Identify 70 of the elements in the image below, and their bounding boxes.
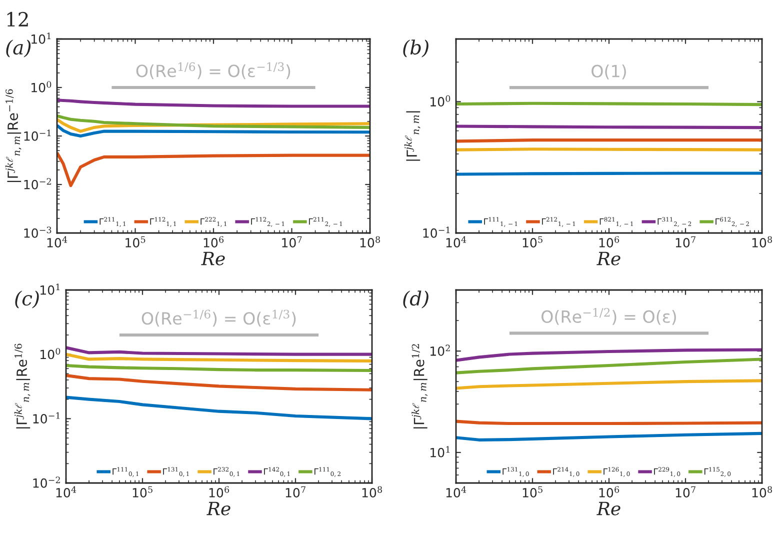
x-tick-label: 10$^{6}$ [204,236,224,248]
legend-label: Γ$^{211}$$_{1,1}$ [100,217,126,227]
y-tick-label: 10$^{2}$ [430,344,450,356]
y-axis-title: |Γ$^{jkℓ}$$_{n,m}$|Re$^{1/6}$ [14,344,30,428]
x-tick-label: 10$^{5}$ [126,236,146,248]
x-tick-label: 10$^{6}$ [599,236,620,248]
x-tick-label: 10$^{8}$ [360,236,380,248]
legend-label: Γ$^{142}$$_{0,1}$ [264,467,290,477]
x-tick-label: 10$^{8}$ [752,486,772,498]
legend-label: Γ$^{311}$$_{2,−2}$ [658,217,692,227]
legend-label: Γ$^{126}$$_{1,0}$ [604,467,630,477]
x-axis-title: Re [201,252,225,266]
legend-label: Γ$^{111}$$_{0,2}$ [314,467,340,477]
x-tick-label: 10$^{4}$ [446,486,466,498]
text: (a) [6,40,31,58]
y-tick-label: 10$^{1}$ [40,284,60,295]
x-tick-label: 10$^{4}$ [47,236,68,248]
x-tick-label: 10$^{4}$ [56,486,76,498]
text: (d) [403,290,428,308]
legend-label: Γ$^{612}$$_{2,−2}$ [716,217,749,227]
x-tick-label: 10$^{7}$ [676,486,696,498]
legend-label: Γ$^{821}$$_{1,−1}$ [600,217,633,227]
x-tick-label: 10$^{5}$ [522,486,542,498]
y-tick-label: 10$^{−2}$ [24,178,51,190]
legend-label: Γ$^{112}$$_{2,−1}$ [251,217,284,227]
legend-label: Γ$^{112}$$_{1,1}$ [150,217,176,227]
x-tick-label: 10$^{6}$ [599,486,620,498]
x-tick-label: 10$^{6}$ [209,486,230,498]
legend-label: Γ$^{232}$$_{0,1}$ [214,467,240,477]
annotation: O(Re$^{−1/2}$) = O(ε) [542,308,676,325]
annotation: O(1) [592,64,626,80]
legend-label: Γ$^{214}$$_{1,0}$ [553,467,580,477]
legend-label: Γ$^{131}$$_{1,0}$ [502,467,529,477]
legend-label: Γ$^{111}$$_{1,−1}$ [484,217,518,227]
text: 12 [7,12,28,26]
x-axis-title: Re [596,502,620,516]
legend-label: Γ$^{131}$$_{0,1}$ [163,467,189,477]
y-tick-label: 10$^{1}$ [430,446,450,458]
x-tick-label: 10$^{7}$ [286,486,306,498]
x-tick-label: 10$^{8}$ [752,236,772,248]
x-tick-label: 10$^{4}$ [446,236,466,248]
x-tick-label: 10$^{5}$ [132,486,152,498]
y-axis-title: |Γ$^{jkℓ}$$_{n,m}$|Re$^{1/2}$ [412,344,428,428]
y-axis-title: |Γ$^{jkℓ}$$_{n,m}$| [404,111,420,161]
legend-label: Γ$^{111}$$_{0,1}$ [112,467,138,477]
text: (c) [15,290,39,308]
x-axis-title: Re [206,502,230,516]
x-tick-label: 10$^{7}$ [676,236,696,248]
y-axis-title: |Γ$^{jkℓ}$$_{n,m}$|Re$^{−1/6}$ [5,89,22,182]
y-tick-label: 10$^{0}$ [32,81,52,92]
y-tick-label: 10$^{1}$ [32,32,50,44]
y-tick-label: 10$^{−1}$ [33,412,60,424]
legend-label: Γ$^{212}$$_{1,−1}$ [542,217,576,227]
y-tick-label: 10$^{0}$ [430,95,450,106]
y-tick-label: 10$^{−2}$ [33,476,60,488]
y-tick-label: 10$^{−1}$ [24,130,51,141]
annotation: O(Re$^{1/6}$) = O(ε$^{−1/3}$) [136,62,290,80]
legend-label: Γ$^{115}$$_{2,0}$ [704,467,731,477]
x-axis-title: Re [596,252,620,266]
x-tick-label: 10$^{5}$ [522,236,542,248]
y-tick-label: 10$^{0}$ [40,348,60,360]
legend-label: Γ$^{222}$$_{1,1}$ [200,217,226,227]
annotation: O(Re$^{−1/6}$) = O(ε$^{1/3}$) [142,310,296,327]
legend-label: Γ$^{229}$$_{1,0}$ [654,467,680,477]
x-tick-label: 10$^{8}$ [362,486,382,498]
text: (b) [403,40,428,58]
x-tick-label: 10$^{7}$ [282,236,302,248]
y-tick-label: 10$^{−3}$ [24,226,52,238]
legend-label: Γ$^{211}$$_{2,−1}$ [308,217,342,227]
y-tick-label: 10$^{−1}$ [423,226,450,238]
